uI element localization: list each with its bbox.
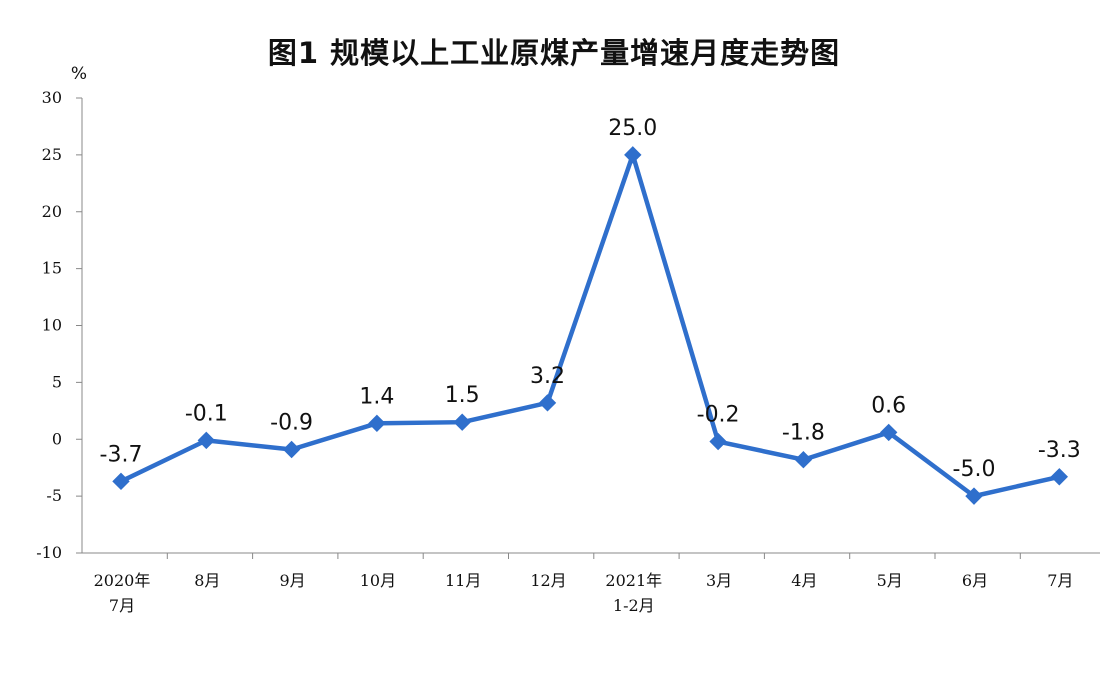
data-point — [453, 413, 471, 431]
x-tick-label: 10月 — [360, 571, 396, 590]
x-tick-label: 11月 — [445, 571, 481, 590]
chart-title: 图1 规模以上工业原煤产量增速月度走势图 — [267, 36, 841, 70]
data-point — [112, 472, 130, 491]
x-tick-label: 2020年 — [94, 571, 151, 590]
data-point — [538, 394, 557, 412]
data-point — [879, 423, 898, 442]
x-tick-label: 12月 — [530, 571, 566, 590]
data-point — [282, 440, 301, 459]
data-point — [624, 146, 642, 164]
y-tick-label: 5 — [52, 372, 62, 391]
y-tick-label: 0 — [52, 429, 62, 448]
x-tick-label: 2021年 — [605, 571, 662, 590]
x-tick-label: 5月 — [877, 571, 903, 590]
data-label: -0.2 — [697, 403, 740, 428]
x-tick-label: 6月 — [962, 571, 988, 590]
data-label: 1.5 — [445, 383, 480, 408]
data-point — [197, 431, 216, 450]
y-tick-label: -10 — [36, 543, 62, 562]
data-point — [709, 432, 727, 451]
data-label: -0.1 — [185, 401, 228, 426]
data-label: -5.0 — [953, 457, 996, 482]
y-tick-label: 15 — [42, 259, 62, 278]
data-point — [794, 451, 813, 469]
data-label: 0.6 — [871, 393, 906, 418]
y-tick-label: -5 — [46, 486, 62, 505]
x-tick-label: 4月 — [791, 571, 817, 590]
data-point — [1050, 468, 1069, 486]
data-point — [368, 414, 386, 433]
data-label: -0.9 — [270, 410, 313, 435]
data-label: -1.8 — [782, 421, 825, 446]
series-line — [120, 152, 1060, 499]
data-label: -3.3 — [1038, 438, 1081, 463]
y-tick-label: 25 — [42, 145, 62, 164]
data-label: 1.4 — [359, 384, 394, 409]
y-tick-label: 30 — [42, 88, 62, 107]
data-point — [965, 487, 983, 505]
x-tick-label: 8月 — [194, 571, 220, 590]
data-label: 3.2 — [530, 364, 565, 389]
data-label: 25.0 — [608, 116, 657, 141]
y-tick-label: 20 — [42, 202, 62, 221]
x-tick-label: 1-2月 — [613, 596, 655, 615]
x-tick-label: 3月 — [706, 571, 732, 590]
y-tick-label: 10 — [42, 316, 62, 335]
data-label: -3.7 — [100, 442, 143, 467]
y-axis-unit: % — [71, 64, 87, 84]
x-tick-label: 9月 — [280, 571, 306, 590]
x-tick-label: 7月 — [1047, 571, 1073, 590]
x-tick-label: 7月 — [109, 596, 135, 615]
